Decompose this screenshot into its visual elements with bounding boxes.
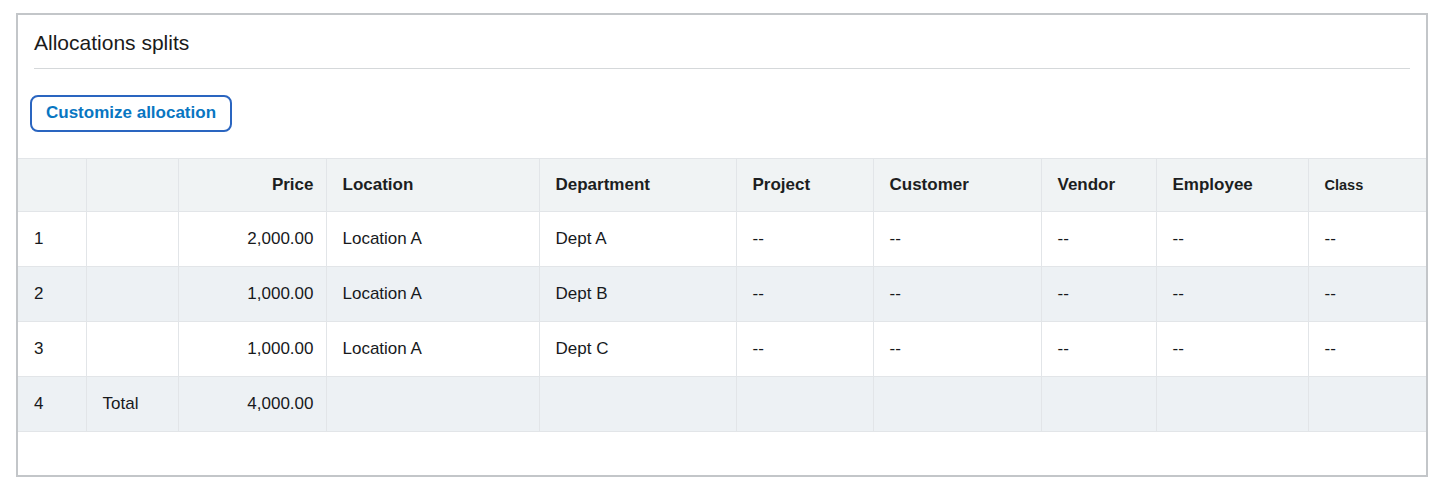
row-3-location-cell[interactable]: Location A xyxy=(326,322,539,377)
row-2-vendor-cell[interactable]: -- xyxy=(1041,267,1156,322)
total-row-price: 4,000.00 xyxy=(178,377,326,432)
row-3-department-cell[interactable]: Dept C xyxy=(539,322,736,377)
page-title: Allocations splits xyxy=(34,29,1410,57)
header-price: Price xyxy=(178,159,326,212)
header-label xyxy=(86,159,178,212)
row-1-label-cell xyxy=(86,212,178,267)
row-2-project-cell[interactable]: -- xyxy=(736,267,873,322)
row-2-label-cell xyxy=(86,267,178,322)
total-row-class xyxy=(1308,377,1426,432)
row-2-number: 2 xyxy=(18,267,86,322)
row-1-location-cell[interactable]: Location A xyxy=(326,212,539,267)
table-row-1: 1 2,000.00 Location A Dept A -- -- -- --… xyxy=(18,212,1426,267)
total-row-department xyxy=(539,377,736,432)
row-1-employee-cell[interactable]: -- xyxy=(1156,212,1308,267)
table-row-3: 3 1,000.00 Location A Dept C -- -- -- --… xyxy=(18,322,1426,377)
row-3-vendor-cell[interactable]: -- xyxy=(1041,322,1156,377)
row-3-price-cell[interactable]: 1,000.00 xyxy=(178,322,326,377)
total-row-vendor xyxy=(1041,377,1156,432)
total-row-customer xyxy=(873,377,1041,432)
header-customer: Customer xyxy=(873,159,1041,212)
row-2-price-cell[interactable]: 1,000.00 xyxy=(178,267,326,322)
table-row-total: 4 Total 4,000.00 xyxy=(18,377,1426,432)
allocations-table-wrap: Price Location Department Project Custom… xyxy=(18,158,1426,432)
row-1-department-cell[interactable]: Dept A xyxy=(539,212,736,267)
table-row-2: 2 1,000.00 Location A Dept B -- -- -- --… xyxy=(18,267,1426,322)
total-row-label: Total xyxy=(86,377,178,432)
row-2-class-cell[interactable]: -- xyxy=(1308,267,1426,322)
header-class: Class xyxy=(1308,159,1426,212)
row-1-price-cell[interactable]: 2,000.00 xyxy=(178,212,326,267)
row-3-customer-cell[interactable]: -- xyxy=(873,322,1041,377)
row-3-employee-cell[interactable]: -- xyxy=(1156,322,1308,377)
header-vendor: Vendor xyxy=(1041,159,1156,212)
total-row-employee xyxy=(1156,377,1308,432)
allocations-table: Price Location Department Project Custom… xyxy=(18,158,1426,432)
row-3-project-cell[interactable]: -- xyxy=(736,322,873,377)
toolbar: Customize allocation xyxy=(18,69,1426,132)
header-department: Department xyxy=(539,159,736,212)
row-2-department-cell[interactable]: Dept B xyxy=(539,267,736,322)
panel-title-row: Allocations splits xyxy=(18,15,1426,57)
row-2-customer-cell[interactable]: -- xyxy=(873,267,1041,322)
row-1-vendor-cell[interactable]: -- xyxy=(1041,212,1156,267)
page: Allocations splits Customize allocation xyxy=(0,0,1444,495)
total-row-project xyxy=(736,377,873,432)
row-1-customer-cell[interactable]: -- xyxy=(873,212,1041,267)
header-employee: Employee xyxy=(1156,159,1308,212)
row-3-number: 3 xyxy=(18,322,86,377)
total-row-location xyxy=(326,377,539,432)
row-3-label-cell xyxy=(86,322,178,377)
customize-allocation-button[interactable]: Customize allocation xyxy=(30,95,232,132)
table-header-row: Price Location Department Project Custom… xyxy=(18,159,1426,212)
row-1-number: 1 xyxy=(18,212,86,267)
header-location: Location xyxy=(326,159,539,212)
row-2-employee-cell[interactable]: -- xyxy=(1156,267,1308,322)
row-1-project-cell[interactable]: -- xyxy=(736,212,873,267)
header-project: Project xyxy=(736,159,873,212)
panel-footer-space xyxy=(18,432,1426,476)
row-3-class-cell[interactable]: -- xyxy=(1308,322,1426,377)
row-1-class-cell[interactable]: -- xyxy=(1308,212,1426,267)
row-2-location-cell[interactable]: Location A xyxy=(326,267,539,322)
header-rownum xyxy=(18,159,86,212)
allocations-panel: Allocations splits Customize allocation xyxy=(16,13,1428,477)
total-row-number: 4 xyxy=(18,377,86,432)
